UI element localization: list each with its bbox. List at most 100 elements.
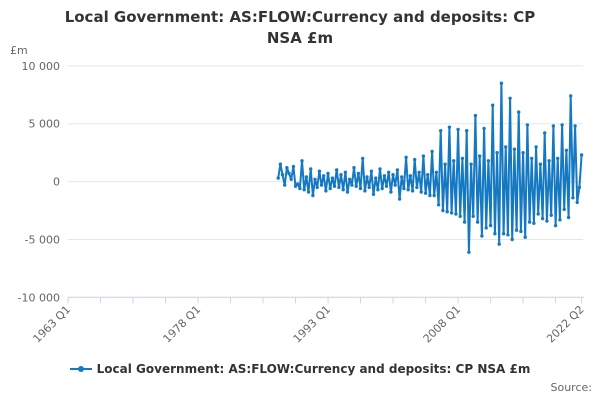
series-point-marker bbox=[545, 219, 549, 223]
series-point-marker bbox=[460, 156, 465, 161]
series-point-marker bbox=[306, 190, 311, 194]
series-point-marker bbox=[376, 188, 380, 192]
series-point-marker bbox=[289, 177, 293, 181]
series-point-marker bbox=[328, 186, 332, 191]
series-point-marker bbox=[348, 177, 352, 181]
series-point-marker bbox=[447, 125, 452, 129]
series-point-marker bbox=[488, 223, 493, 228]
series-point-marker bbox=[486, 159, 491, 163]
series-point-marker bbox=[499, 81, 504, 85]
series-point-marker bbox=[369, 169, 374, 173]
series-point-marker bbox=[337, 185, 341, 190]
series-point-marker bbox=[475, 220, 480, 224]
series-point-marker bbox=[566, 215, 571, 220]
series-point-marker bbox=[324, 189, 328, 193]
series-point-marker bbox=[538, 162, 543, 166]
series-point-marker bbox=[456, 127, 460, 132]
series-point-marker bbox=[530, 156, 534, 161]
series-point-marker bbox=[430, 149, 434, 154]
series-point-marker bbox=[374, 176, 378, 180]
series-point-marker bbox=[298, 186, 302, 191]
series-point-marker bbox=[482, 126, 486, 131]
series-point-marker bbox=[443, 162, 447, 166]
series-point-marker bbox=[302, 188, 306, 192]
series-point-marker bbox=[361, 156, 365, 161]
series-point-marker bbox=[473, 113, 478, 118]
legend-item[interactable]: Local Government: AS:FLOW:Currency and d… bbox=[69, 362, 531, 376]
series-point-marker bbox=[350, 183, 354, 187]
series-point-marker bbox=[406, 188, 410, 192]
series-point-marker bbox=[551, 124, 556, 128]
series-point-marker bbox=[547, 159, 551, 163]
series-point-marker bbox=[462, 220, 467, 224]
series-point-marker bbox=[553, 223, 558, 228]
source-label: Source: bbox=[550, 381, 593, 394]
series-point-marker bbox=[354, 184, 358, 188]
series-point-marker bbox=[413, 157, 417, 162]
series-point-marker bbox=[573, 124, 577, 128]
series-point-marker bbox=[393, 183, 397, 187]
legend-line-marker-icon bbox=[69, 366, 92, 372]
series-point-marker bbox=[335, 168, 339, 172]
y-axis-label: -10 000 bbox=[18, 291, 60, 304]
series-point-marker bbox=[556, 156, 560, 161]
series-point-marker bbox=[400, 175, 404, 179]
series-point-marker bbox=[384, 184, 389, 188]
series-point-marker bbox=[512, 147, 517, 151]
series-point-marker bbox=[564, 148, 569, 152]
series-point-marker bbox=[493, 232, 497, 236]
series-point-marker bbox=[543, 131, 547, 135]
series-point-marker bbox=[287, 171, 291, 176]
series-point-marker bbox=[339, 173, 343, 177]
series-point-marker bbox=[313, 177, 317, 181]
series-point-marker bbox=[441, 208, 445, 213]
series-point-marker bbox=[532, 221, 536, 225]
series-point-marker bbox=[506, 233, 510, 237]
series-point-marker bbox=[378, 167, 382, 171]
series-point-marker bbox=[293, 184, 298, 188]
series-point-marker bbox=[397, 197, 402, 201]
series-point-marker bbox=[300, 159, 304, 163]
series-point-marker bbox=[454, 212, 458, 216]
x-axis-label: 1978 Q1 bbox=[161, 303, 204, 346]
legend: Local Government: AS:FLOW:Currency and d… bbox=[0, 362, 600, 376]
series-point-marker bbox=[523, 235, 527, 239]
series-point-marker bbox=[332, 184, 337, 188]
series-point-marker bbox=[560, 123, 564, 127]
series-point-marker bbox=[404, 155, 408, 159]
x-axis-label: 2008 Q1 bbox=[421, 303, 464, 346]
series-point-marker bbox=[380, 186, 384, 191]
series-point-marker bbox=[326, 171, 330, 176]
series-point-marker bbox=[439, 129, 443, 133]
series-point-marker bbox=[575, 200, 579, 205]
series-point-marker bbox=[501, 232, 506, 236]
series-point-marker bbox=[449, 211, 454, 215]
legend-label: Local Government: AS:FLOW:Currency and d… bbox=[96, 362, 531, 376]
series-point-marker bbox=[395, 168, 400, 172]
series-point-marker bbox=[428, 193, 432, 198]
series-point-marker bbox=[352, 166, 356, 170]
x-axis-label: 1963 Q1 bbox=[31, 303, 74, 346]
series-point-marker bbox=[521, 151, 525, 155]
chart-title: Local Government: AS:FLOW:Currency and d… bbox=[64, 8, 536, 47]
series-point-marker bbox=[465, 129, 469, 133]
series-point-marker bbox=[278, 162, 283, 166]
x-axis-label: 2022 Q2 bbox=[544, 303, 587, 346]
series-point-marker bbox=[391, 173, 395, 177]
series-point-marker bbox=[276, 176, 280, 180]
x-axis-label: 1993 Q1 bbox=[291, 303, 334, 346]
series-point-marker bbox=[491, 103, 495, 107]
series-point-marker bbox=[495, 151, 499, 155]
series-point-marker bbox=[358, 186, 363, 191]
series-point-marker bbox=[436, 203, 441, 207]
series-point-marker bbox=[291, 164, 296, 169]
series-point-marker bbox=[356, 171, 361, 176]
series-point-marker bbox=[458, 214, 462, 218]
series-point-marker bbox=[423, 191, 428, 195]
series-point-marker bbox=[445, 210, 449, 214]
series-point-marker bbox=[365, 175, 369, 179]
series-point-marker bbox=[571, 196, 575, 200]
series-point-marker bbox=[363, 189, 367, 193]
series-point-marker bbox=[558, 218, 562, 222]
